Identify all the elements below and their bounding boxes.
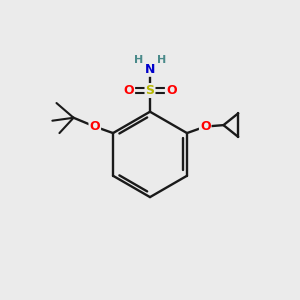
Text: O: O <box>200 120 211 133</box>
Text: H: H <box>157 55 166 65</box>
Text: O: O <box>166 84 176 97</box>
Text: S: S <box>146 84 154 97</box>
Text: N: N <box>145 63 155 76</box>
Text: O: O <box>89 120 100 133</box>
Text: H: H <box>134 55 143 65</box>
Text: O: O <box>124 84 134 97</box>
